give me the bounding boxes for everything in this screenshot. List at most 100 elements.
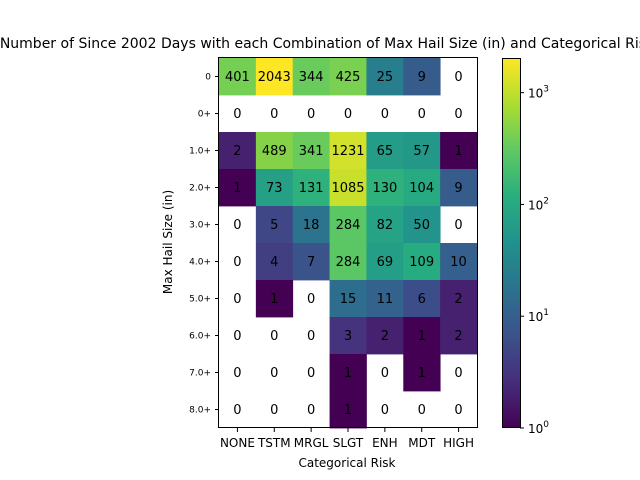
- cell-value-label: 1231: [331, 144, 364, 159]
- cell-value-label: 1: [344, 366, 352, 381]
- cell-value-label: 7: [307, 255, 315, 270]
- heatmap-cell: [403, 354, 441, 392]
- heatmap-cell: [366, 58, 404, 96]
- colorbar-tick-label: 102: [528, 196, 549, 212]
- cell-value-label: 9: [418, 70, 426, 85]
- y-tick-label: 6.0+: [189, 332, 211, 342]
- heatmap-cell: [440, 243, 478, 281]
- cell-value-label: 130: [372, 181, 397, 196]
- heatmap-cell: [329, 317, 367, 355]
- heatmap-cell: [403, 280, 441, 318]
- cell-value-label: 73: [266, 181, 283, 196]
- x-tick-label: HIGH: [443, 436, 474, 450]
- cell-value-label: 0: [307, 292, 315, 307]
- cell-value-label: 0: [344, 107, 352, 122]
- y-tick-label: 0+: [198, 110, 211, 120]
- colorbar-tick-label: 101: [528, 308, 549, 324]
- heatmap-cell: [403, 58, 441, 96]
- cell-value-label: 0: [454, 70, 462, 85]
- cell-value-label: 4: [270, 255, 278, 270]
- cell-value-label: 1: [270, 292, 278, 307]
- heatmap-cell: [366, 280, 404, 318]
- heatmap-cell: [219, 169, 257, 207]
- cell-value-label: 0: [381, 107, 389, 122]
- y-tick-label: 1.0+: [189, 147, 211, 157]
- cell-value-label: 50: [413, 218, 430, 233]
- heatmap-cell: [292, 206, 330, 244]
- cell-value-label: 1: [454, 144, 462, 159]
- cell-value-label: 1: [418, 366, 426, 381]
- cell-value-label: 0: [233, 403, 241, 418]
- heatmap-cell: [292, 243, 330, 281]
- cell-value-label: 0: [307, 329, 315, 344]
- heatmap-cell: [255, 58, 294, 96]
- y-axis-label: Max Hail Size (in): [161, 190, 175, 294]
- heatmap-cell: [403, 243, 441, 281]
- cell-value-label: 2: [233, 144, 241, 159]
- heatmap-cell: [329, 132, 367, 170]
- cell-value-label: 104: [409, 181, 434, 196]
- heatmap-cell-labels: 401 2043 344 425 25 9 00 0 0 0 0 0 02 489 341 1231 65 57 1…: [225, 70, 467, 418]
- cell-value-label: 9: [454, 181, 462, 196]
- cell-value-label: 0: [307, 107, 315, 122]
- cell-value-label: 2: [381, 329, 389, 344]
- y-tick-label: 4.0+: [189, 258, 211, 268]
- y-tick-label: 7.0+: [189, 369, 211, 379]
- heatmap-cell: [292, 169, 330, 207]
- x-tick-label: MRGL: [294, 436, 329, 450]
- heatmap-cell: [329, 243, 367, 281]
- heatmap-cell: [366, 243, 404, 281]
- cell-value-label: 15: [340, 292, 357, 307]
- y-tick-label: 2.0+: [189, 184, 211, 194]
- heatmap-cell: [440, 280, 478, 318]
- heatmap-cell: [329, 354, 367, 392]
- heatmap-cell: [329, 58, 367, 96]
- cell-value-label: 2: [454, 329, 462, 344]
- plot-frame: [218, 57, 478, 428]
- heatmap-cell: [255, 132, 294, 170]
- cell-value-label: 0: [381, 403, 389, 418]
- cell-value-label: 0: [233, 292, 241, 307]
- cell-value-label: 82: [377, 218, 394, 233]
- heatmap-cell: [366, 317, 404, 355]
- cell-value-label: 0: [233, 255, 241, 270]
- cell-value-label: 0: [233, 329, 241, 344]
- cell-value-label: 6: [418, 292, 426, 307]
- cell-value-label: 0: [454, 403, 462, 418]
- x-tick-label: SLGT: [333, 436, 364, 450]
- colorbar-tick-label: 100: [528, 420, 549, 436]
- cell-value-label: 10: [450, 255, 467, 270]
- cell-value-label: 0: [454, 218, 462, 233]
- y-tick-label: 3.0+: [189, 221, 211, 231]
- heatmap-cell: [329, 169, 367, 207]
- cell-value-label: 131: [299, 181, 324, 196]
- cell-value-label: 1085: [331, 181, 364, 196]
- colorbar-ticks: 100 101 102 103: [520, 85, 549, 436]
- cell-value-label: 0: [418, 403, 426, 418]
- heatmap-cell: [403, 132, 441, 170]
- heatmap-cells: [219, 58, 478, 429]
- cell-value-label: 3: [344, 329, 352, 344]
- heatmap-cell: [403, 169, 441, 207]
- cell-value-label: 109: [409, 255, 434, 270]
- colorbar-frame: [502, 58, 521, 428]
- cell-value-label: 1: [233, 181, 241, 196]
- cell-value-label: 425: [336, 70, 361, 85]
- heatmap-cell: [366, 169, 404, 207]
- y-tick-label: 0: [205, 73, 211, 83]
- heatmap-cell: [403, 206, 441, 244]
- cell-value-label: 0: [381, 366, 389, 381]
- cell-value-label: 1: [344, 403, 352, 418]
- x-axis-ticks: NONE TSTM MRGL SLGT ENH MDT HIGH: [220, 428, 474, 450]
- heatmap-cell: [329, 391, 367, 429]
- cell-value-label: 11: [377, 292, 394, 307]
- y-tick-label: 8.0+: [189, 406, 211, 416]
- heatmap-cell: [292, 58, 330, 96]
- heatmap-cell: [255, 206, 294, 244]
- cell-value-label: 0: [270, 403, 278, 418]
- cell-value-label: 1: [418, 329, 426, 344]
- chart-title: Number of Since 2002 Days with each Comb…: [0, 36, 640, 52]
- cell-value-label: 284: [336, 218, 361, 233]
- x-tick-label: MDT: [408, 436, 436, 450]
- cell-value-label: 57: [413, 144, 430, 159]
